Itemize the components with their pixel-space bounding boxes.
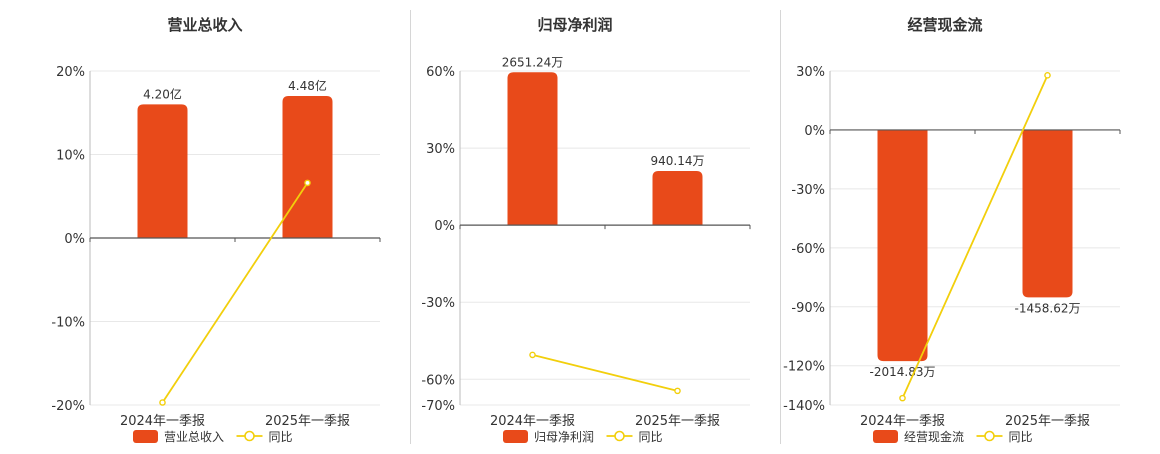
chart-title: 营业总收入 — [167, 16, 243, 34]
bar — [507, 72, 558, 226]
legend-label: 同比 — [269, 430, 293, 444]
legend-label: 经营现金流 — [904, 429, 964, 444]
bar-data-label: -2014.83万 — [870, 365, 936, 379]
y-tick-label: 10% — [56, 149, 85, 164]
chart-revenue: 20% 10% 0% -10% -20% 4.20亿 4.48亿 2024年一季报 2025年一… — [51, 65, 381, 444]
legend-swatch-marker — [984, 430, 995, 442]
y-tick-label: 30% — [426, 142, 455, 157]
legend-swatch-marker — [244, 430, 255, 442]
yoy-point — [159, 399, 166, 406]
y-tick-label: -90% — [791, 301, 825, 316]
chart-cash-flow: 30% 0% -30% -60% -90% -120% -140% -2014.83万 -145… — [783, 65, 1121, 444]
y-tick-label: 0% — [434, 219, 455, 234]
chart-net-profit: 60% 30% 0% -30% -60% -70% 2651.24万 940.14万 2024年… — [421, 55, 751, 444]
yoy-line — [532, 354, 678, 392]
bar-data-label: 4.48亿 — [288, 78, 327, 93]
y-tick-label: -10% — [51, 316, 85, 331]
x-tick-label: 2024年一季报 — [120, 414, 205, 429]
x-tick-label: 2025年一季报 — [635, 414, 720, 429]
x-tick-label: 2024年一季报 — [490, 414, 575, 429]
legend-swatch-bar — [503, 430, 528, 443]
legend-label: 营业总收入 — [164, 430, 224, 444]
bar-data-label: 2651.24万 — [502, 55, 564, 69]
x-tick-label: 2024年一季报 — [860, 414, 945, 429]
chart-panel-net-profit: 归母净利润 60% 30% 0% -30% -60% -70% 2651.24万 940.14… — [390, 0, 760, 450]
bar — [1022, 129, 1073, 298]
legend-label: 同比 — [1009, 430, 1033, 444]
y-tick-label: -30% — [421, 296, 455, 311]
bar — [877, 129, 928, 362]
legend-swatch-bar — [133, 430, 158, 443]
yoy-point — [674, 387, 681, 395]
chart-title: 经营现金流 — [907, 16, 983, 34]
yoy-point — [1044, 72, 1051, 79]
y-tick-label: 0% — [804, 124, 825, 139]
y-tick-label: -60% — [421, 373, 455, 388]
yoy-point — [529, 351, 536, 359]
bar — [652, 170, 703, 226]
bar — [282, 96, 333, 238]
yoy-point — [899, 394, 906, 402]
y-tick-label: -60% — [791, 242, 825, 257]
y-tick-label: -20% — [51, 399, 85, 414]
yoy-line — [161, 182, 309, 403]
y-tick-label: -140% — [783, 399, 825, 414]
legend-label: 同比 — [639, 430, 663, 444]
legend-label: 归母净利润 — [534, 430, 594, 444]
legend-swatch-bar — [873, 430, 898, 443]
chart-title: 归母净利润 — [537, 16, 613, 34]
y-tick-label: 30% — [796, 65, 825, 80]
x-tick-label: 2025年一季报 — [1005, 414, 1090, 429]
chart-panel-cash-flow: 经营现金流 30% 0% -30% -60% -90% -120% -140% -2014.8… — [760, 0, 1130, 450]
panel-divider — [410, 10, 411, 444]
bar-data-label: 4.20亿 — [143, 86, 182, 101]
y-tick-label: 0% — [64, 232, 85, 247]
y-tick-label: 20% — [56, 65, 85, 80]
yoy-point — [304, 179, 311, 187]
y-tick-label: -70% — [421, 399, 455, 414]
chart-panel-revenue: 营业总收入 20% 10% 0% -10% -20% 4.20亿 4.48亿 2024年一季报… — [20, 0, 390, 450]
y-tick-label: -120% — [783, 360, 825, 375]
panel-divider — [780, 10, 781, 444]
yoy-line — [901, 74, 1049, 399]
x-tick-label: 2025年一季报 — [265, 414, 350, 429]
bar-data-label: 940.14万 — [651, 154, 705, 168]
y-tick-label: 60% — [426, 65, 455, 80]
bar — [137, 104, 188, 239]
bar-data-label: -1458.62万 — [1015, 301, 1081, 315]
y-tick-label: -30% — [791, 183, 825, 198]
legend-swatch-marker — [614, 430, 625, 442]
